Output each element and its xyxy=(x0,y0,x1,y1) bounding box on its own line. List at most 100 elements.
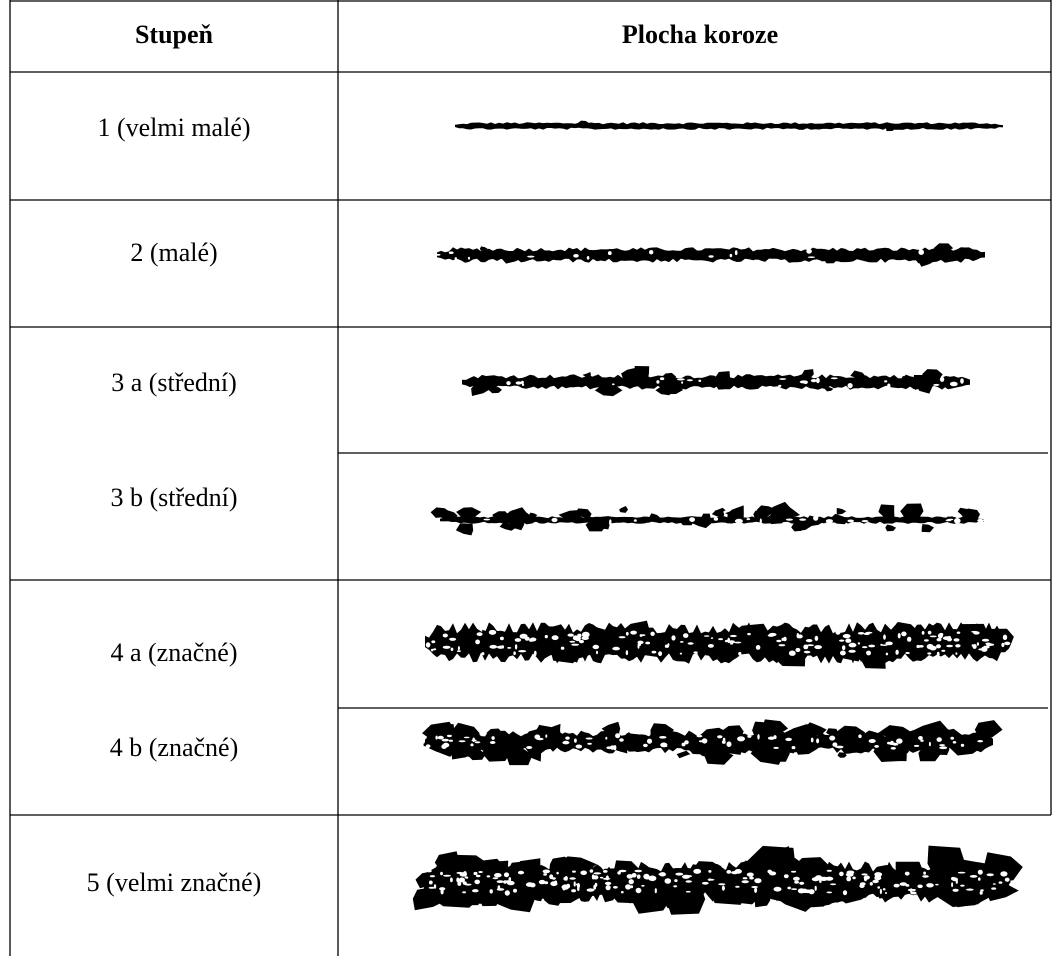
row-label: 2 (malé) xyxy=(130,238,217,267)
corrosion-shape xyxy=(980,889,984,891)
corrosion-shape xyxy=(522,384,524,386)
corrosion-shape xyxy=(536,738,543,740)
corrosion-shape xyxy=(593,645,600,649)
corrosion-shape xyxy=(609,519,611,524)
corrosion-shape xyxy=(795,648,800,652)
corrosion-shape xyxy=(561,647,565,650)
corrosion-shape xyxy=(459,740,466,742)
corrosion-shape xyxy=(896,738,903,743)
corrosion-shape xyxy=(593,872,601,874)
corrosion-shape xyxy=(747,518,751,520)
corrosion-shape xyxy=(922,631,925,635)
corrosion-shape xyxy=(954,518,961,524)
corrosion-shape xyxy=(799,518,806,520)
corrosion-shape xyxy=(637,875,641,879)
corrosion-shape xyxy=(507,647,511,649)
corrosion-shape xyxy=(905,884,909,887)
corrosion-shape xyxy=(634,519,637,522)
corrosion-shape xyxy=(595,883,598,887)
corrosion-shape xyxy=(470,743,473,746)
corrosion-shape xyxy=(612,383,615,385)
corrosion-shape xyxy=(960,885,964,887)
corrosion-shape xyxy=(760,518,762,524)
corrosion-shape xyxy=(870,882,873,886)
corrosion-shape xyxy=(449,251,454,254)
corrosion-shape xyxy=(552,518,558,522)
corrosion-shape xyxy=(545,734,547,737)
corrosion-shape xyxy=(815,636,819,641)
corrosion-shape xyxy=(509,877,512,881)
corrosion-shape xyxy=(682,875,690,879)
corrosion-shape xyxy=(687,379,693,381)
corrosion-shape xyxy=(812,877,820,881)
corrosion-shape xyxy=(939,744,945,746)
corrosion-shape xyxy=(794,881,799,884)
corrosion-shape xyxy=(910,892,916,895)
corrosion-shape xyxy=(569,877,575,880)
corrosion-shape xyxy=(457,650,461,652)
corrosion-shape xyxy=(930,636,937,638)
corrosion-shape xyxy=(847,520,854,523)
corrosion-shape xyxy=(837,508,847,515)
corrosion-shape xyxy=(425,622,1009,664)
corrosion-shape xyxy=(490,741,496,744)
corrosion-shape xyxy=(742,880,749,883)
corrosion-shape xyxy=(731,871,738,874)
corrosion-shape xyxy=(977,642,979,646)
corrosion-shape xyxy=(756,645,761,650)
corrosion-shape xyxy=(858,632,864,635)
corrosion-shape xyxy=(708,870,711,873)
corrosion-shape xyxy=(686,880,692,882)
corrosion-shape xyxy=(673,885,677,887)
corrosion-shape xyxy=(958,872,966,874)
corrosion-shape xyxy=(489,645,497,649)
corrosion-shape xyxy=(956,880,958,884)
corrosion-shape xyxy=(612,647,620,651)
corrosion-shape xyxy=(922,875,929,878)
corrosion-shape xyxy=(972,644,974,646)
corrosion-shape xyxy=(600,877,603,879)
corrosion-shape xyxy=(843,634,851,638)
corrosion-shape xyxy=(819,880,822,883)
corrosion-shape xyxy=(866,651,869,654)
corrosion-shape xyxy=(957,632,961,634)
corrosion-shape xyxy=(734,642,741,644)
corrosion-shape xyxy=(641,885,644,887)
corrosion-shape xyxy=(587,743,592,745)
corrosion-shape xyxy=(451,648,454,651)
corrosion-shape xyxy=(937,638,942,641)
corrosion-shape xyxy=(487,875,491,877)
corrosion-shape xyxy=(571,644,579,646)
corrosion-shape xyxy=(526,882,534,887)
corrosion-shape xyxy=(933,384,939,386)
corrosion-shape xyxy=(743,877,748,879)
corrosion-shape xyxy=(798,888,805,893)
row-label: 4 b (značné) xyxy=(110,733,238,762)
corrosion-shape xyxy=(877,886,880,888)
corrosion-shape xyxy=(786,519,793,521)
corrosion-shape xyxy=(804,651,810,654)
corrosion-shape xyxy=(565,876,568,881)
corrosion-shape xyxy=(645,642,650,645)
corrosion-shape xyxy=(475,741,481,743)
corrosion-shape xyxy=(800,380,808,383)
corrosion-shape xyxy=(621,891,624,893)
table-borders xyxy=(10,0,1051,956)
corrosion-shape xyxy=(940,377,944,382)
corrosion-shape xyxy=(830,883,836,885)
corrosion-shape xyxy=(779,644,786,646)
corrosion-shape xyxy=(999,881,1003,883)
corrosion-shape xyxy=(516,381,522,384)
corrosion-shape xyxy=(797,633,799,638)
corrosion-shape xyxy=(898,633,901,638)
corrosion-shape xyxy=(862,646,867,648)
corrosion-shape xyxy=(518,871,524,875)
corrosion-shape xyxy=(662,745,668,747)
corrosion-shape xyxy=(709,255,714,257)
row-label: 5 (velmi značné) xyxy=(87,868,262,897)
corrosion-shape xyxy=(887,384,890,389)
corrosion-shape xyxy=(545,635,548,638)
corrosion-shape xyxy=(684,740,689,744)
corrosion-shape xyxy=(689,517,695,522)
corrosion-shape xyxy=(918,736,923,740)
